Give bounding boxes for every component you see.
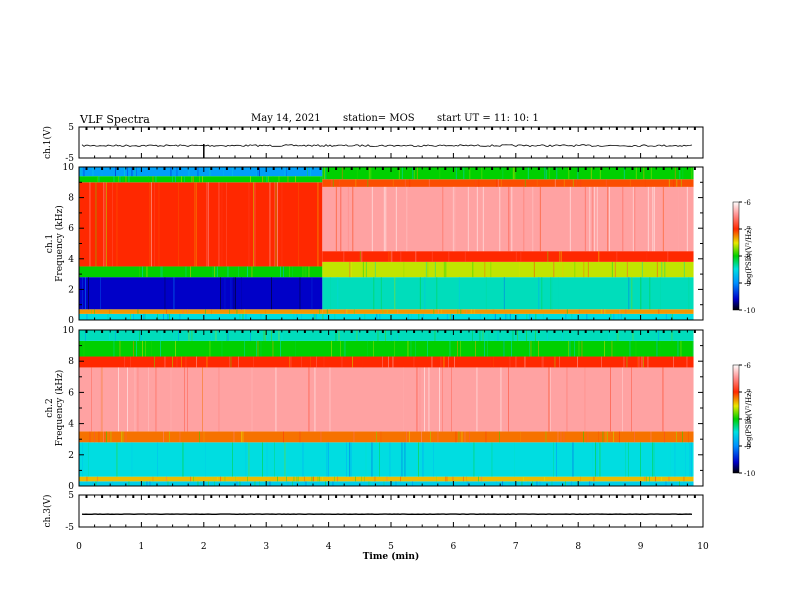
ch2-spec-colorbar-label: log(PSD)(V²/Hz): [745, 390, 753, 447]
date-label: May 14, 2021: [251, 113, 321, 124]
ch1-spec-colorbar-tick: -9: [744, 280, 751, 288]
ch1-spec-empty-tail: [693, 167, 703, 320]
xtick-label: 5: [388, 542, 394, 552]
xtick-label: 3: [263, 542, 269, 552]
ch2-spec-band-0-3: [79, 431, 694, 443]
ch2-spec-ytick-label: 4: [68, 420, 74, 430]
ch1-spec-band-1-5: [322, 186, 694, 252]
ch2-spec-band-0-6: [79, 340, 694, 357]
ch3-ylabel: ch.3(V): [42, 495, 53, 528]
ch1-spec-colorbar-tick: -6: [744, 199, 751, 207]
ch1-ytick-label: -5: [65, 154, 74, 164]
ch1-spec-colorbar-tick: -10: [744, 307, 755, 315]
xtick-label: 10: [697, 542, 709, 552]
ch2-spec-ytick-label: 8: [68, 357, 74, 367]
ch2-spec-ytick-label: 0: [68, 482, 74, 492]
ch2-spec-band-0-1: [79, 476, 694, 482]
ch1-spec-colorbar-tick: -7: [744, 226, 751, 234]
ch1-spec-band-1-1: [322, 309, 694, 314]
ch2-spec-colorbar-tick: -9: [744, 443, 751, 451]
figure-title: VLF Spectra: [80, 113, 150, 126]
ch2-spec-band-0-2: [79, 442, 694, 477]
ch1-spec-band-0-2: [79, 277, 323, 310]
ch1-spec-band-0-4: [79, 182, 323, 267]
ch1-spec-band-1-2: [322, 277, 694, 310]
ch1-spec-ylabel-frequency: Frequency (kHz): [54, 205, 65, 282]
ch1-spec-ytick-label: 4: [68, 255, 74, 265]
xaxis-label: Time (min): [363, 551, 420, 562]
ch1-spec-ytick-label: 0: [68, 316, 74, 326]
ch2-spec-ytick-label: 6: [68, 388, 74, 398]
ch1-spec-ylabel-channel: ch.1: [45, 234, 55, 253]
ch1-spec-band-0-0: [79, 313, 323, 320]
ch1-spec-colorbar-label: log(PSD)(V²/Hz): [745, 227, 753, 284]
ch2-spec-ytick-label: 10: [63, 326, 75, 336]
xtick-label: 6: [451, 542, 457, 552]
ch2-spec-texture-0: [79, 330, 694, 486]
ch1-spec-band-0-6: [79, 167, 323, 177]
ch2-spec-ylabel-frequency: Frequency (kHz): [54, 370, 65, 447]
ch1-spec-band-1-3: [322, 261, 694, 278]
ch2-spec-colorbar-tick: -6: [744, 362, 751, 370]
xtick-label: 7: [513, 542, 519, 552]
start-time-label: start UT = 11: 10: 1: [437, 113, 539, 124]
xtick-label: 2: [201, 542, 207, 552]
ch1-spec-band-1-0: [322, 313, 694, 320]
xtick-label: 9: [638, 542, 644, 552]
ch1-spec-colorbar-tick: -8: [744, 253, 751, 261]
ch1-spec-texture-0: [79, 167, 323, 320]
ch3-ytick-label: 5: [68, 491, 74, 501]
ch2-spec-band-0-7: [79, 330, 694, 341]
ch1-spec-band-1-6: [322, 179, 694, 187]
ch1-spec-colorbar: [732, 201, 740, 311]
ch2-spec-colorbar-tick: -10: [744, 470, 755, 478]
ch2-spec-ytick-label: 2: [68, 451, 74, 461]
ch2-spec-colorbar-tick: -7: [744, 389, 751, 397]
ch2-spec-colorbar-tick: -8: [744, 416, 751, 424]
ch1-ylabel: ch.1(V): [42, 126, 53, 159]
ch1-spec-ytick-label: 8: [68, 194, 74, 204]
xtick-label: 4: [326, 542, 332, 552]
ch1-spec-band-0-3: [79, 266, 323, 278]
ch1-spec-ytick-label: 6: [68, 224, 74, 234]
ch1-trace: [81, 144, 693, 148]
xtick-label: 1: [139, 542, 145, 552]
ch3-ytick-label: -5: [65, 523, 74, 533]
xtick-label: 8: [575, 542, 581, 552]
ch1-spec-ytick-label: 2: [68, 285, 74, 295]
xtick-label: 0: [76, 542, 82, 552]
spectrogram-fills: [79, 167, 703, 486]
waveform-lines: [81, 144, 693, 516]
ch1-spec-ytick-label: 10: [63, 163, 75, 173]
ch2-spec-ylabel-channel: ch.2: [45, 398, 55, 417]
ch1-ytick-label: 5: [68, 123, 74, 133]
ch1-spec-band-1-7: [322, 167, 694, 180]
ch2-spec-band-0-0: [79, 481, 694, 486]
ch1-spec-texture-1: [322, 167, 694, 320]
ch2-spec-empty-tail: [693, 330, 703, 486]
ch2-spec-band-0-4: [79, 367, 694, 432]
ch1-spec-band-0-1: [79, 309, 323, 314]
ch2-spec-band-0-5: [79, 356, 694, 368]
ch2-spec-colorbar: [732, 364, 740, 474]
station-label: station= MOS: [343, 113, 415, 124]
ch1-spec-band-1-4: [322, 251, 694, 262]
